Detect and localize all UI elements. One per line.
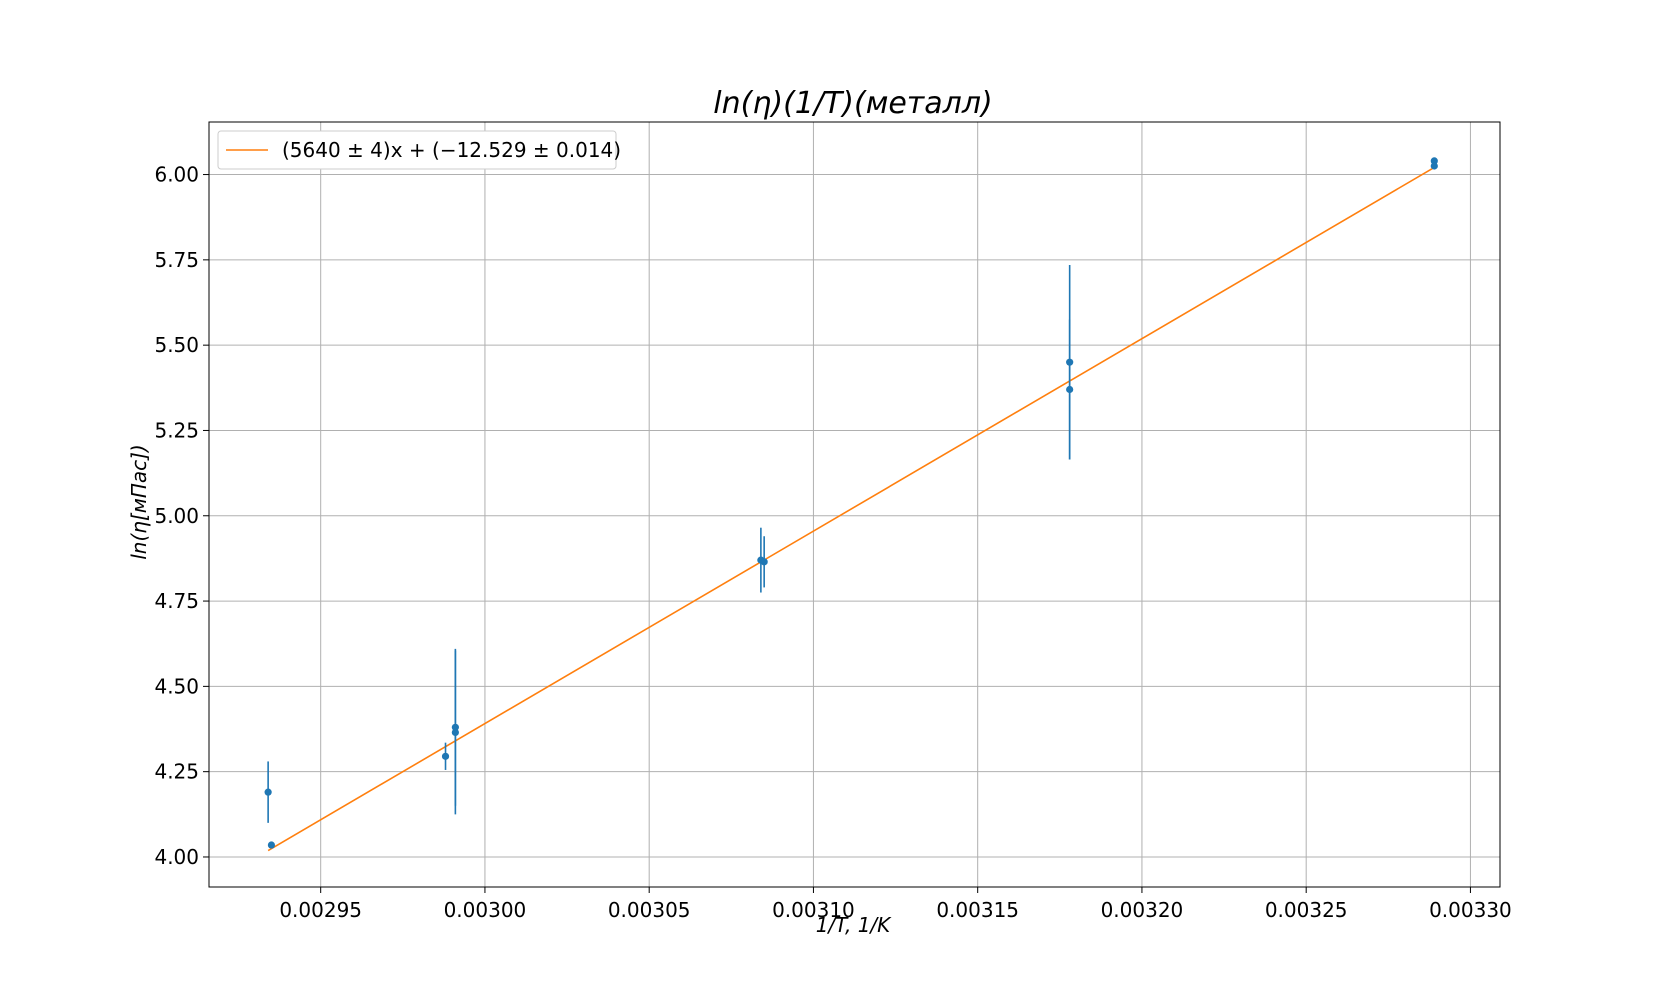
grid	[209, 122, 1500, 887]
x-tick-label: 0.00315	[936, 898, 1019, 922]
y-tick-label: 5.75	[154, 248, 199, 272]
y-tick-label: 4.25	[154, 760, 199, 784]
data-point	[264, 788, 272, 796]
fit-line	[267, 166, 1435, 852]
data-point	[1066, 385, 1074, 394]
data-points	[264, 157, 1438, 849]
x-tick-label: 0.00325	[1265, 898, 1348, 922]
y-tick-label: 4.50	[154, 674, 199, 698]
y-tick-label: 4.75	[154, 589, 199, 613]
x-tick-label: 0.00330	[1429, 898, 1512, 922]
y-tick-label: 6.00	[154, 163, 199, 187]
legend: (5640 ± 4)x + (−12.529 ± 0.014)	[217, 130, 621, 170]
data-point	[267, 841, 276, 849]
y-axis-ticks: 4.00 4.25 4.50 4.75 5.00 5.25 5.50 5.75 6.00	[154, 163, 209, 869]
y-tick-label: 5.50	[154, 333, 199, 357]
data-point	[760, 558, 768, 566]
data-point	[1430, 157, 1438, 165]
x-tick-label: 0.00295	[279, 898, 362, 922]
x-tick-label: 0.00320	[1101, 898, 1184, 922]
x-tick-label: 0.00305	[608, 898, 691, 922]
legend-fit-label: (5640 ± 4)x + (−12.529 ± 0.014)	[282, 138, 621, 162]
fit-line-layer	[267, 166, 1435, 852]
y-axis-label: ln(η[мПас])	[127, 444, 151, 560]
chart-title: ln(η)(1/T)(металл)	[713, 86, 992, 121]
data-point	[1430, 162, 1438, 170]
data-point	[441, 752, 450, 760]
x-axis-label: 1/T, 1/K	[816, 913, 892, 937]
legend-box	[217, 130, 617, 170]
x-axis-ticks: 0.00295 0.00300 0.00305 0.00310 0.00315 0.003…	[279, 887, 1512, 922]
data-point	[451, 728, 459, 737]
y-tick-label: 4.00	[154, 845, 199, 869]
y-tick-label: 5.25	[154, 418, 199, 442]
plot-frame	[208, 121, 1501, 888]
x-tick-label: 0.00300	[444, 898, 527, 922]
y-tick-label: 5.00	[154, 504, 199, 528]
x-tick-label: 0.00310	[772, 898, 855, 922]
